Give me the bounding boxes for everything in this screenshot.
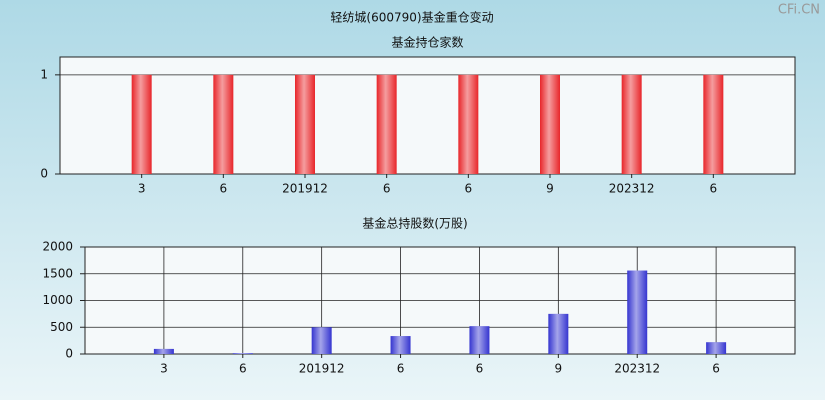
x-tick-label: 3 <box>160 362 168 376</box>
x-tick-label: 6 <box>710 182 718 196</box>
y-tick-label: 1000 <box>42 293 73 307</box>
x-tick-label: 9 <box>555 362 563 376</box>
x-tick-label: 6 <box>383 182 391 196</box>
bar-highlight <box>458 74 479 174</box>
y-tick-label: 0 <box>40 167 48 181</box>
y-tick-label: 1 <box>40 67 48 81</box>
bar-highlight <box>548 313 569 354</box>
bar-highlight <box>295 74 315 174</box>
bar-highlight <box>621 74 642 174</box>
x-tick-label: 6 <box>239 362 247 376</box>
y-tick-label: 2000 <box>42 240 73 254</box>
bar-highlight <box>153 348 174 354</box>
x-tick-label: 3 <box>138 182 146 196</box>
x-tick-label: 201912 <box>299 362 345 376</box>
plot-area <box>59 56 796 175</box>
bar-highlight <box>627 270 648 354</box>
x-tick-label: 6 <box>712 362 720 376</box>
bar-highlight <box>232 353 253 354</box>
x-tick-label: 6 <box>220 182 228 196</box>
bar-highlight <box>390 336 411 354</box>
bar-highlight <box>376 74 397 174</box>
x-tick-label: 9 <box>546 182 554 196</box>
bar-highlight <box>540 74 560 174</box>
bar-highlight <box>131 74 152 174</box>
y-tick-label: 1500 <box>42 266 73 280</box>
bar-highlight <box>311 327 332 354</box>
chart-title: 基金持仓家数 <box>391 35 463 50</box>
bar-highlight <box>213 74 234 174</box>
bar-highlight <box>703 74 724 174</box>
y-tick-label: 0 <box>65 347 73 361</box>
x-tick-label: 6 <box>465 182 473 196</box>
bar-highlight <box>469 326 490 354</box>
x-tick-label: 6 <box>397 362 405 376</box>
y-tick-label: 500 <box>50 320 73 334</box>
chart-title: 基金总持股数(万股) <box>362 216 467 231</box>
watermark: CFi.CN <box>778 3 820 18</box>
x-tick-label: 202312 <box>614 362 660 376</box>
page-title: 轻纺城(600790)基金重仓变动 <box>330 10 493 25</box>
bar-highlight <box>706 342 727 354</box>
x-tick-label: 202312 <box>609 182 655 196</box>
x-tick-label: 6 <box>476 362 484 376</box>
x-tick-label: 201912 <box>282 182 328 196</box>
